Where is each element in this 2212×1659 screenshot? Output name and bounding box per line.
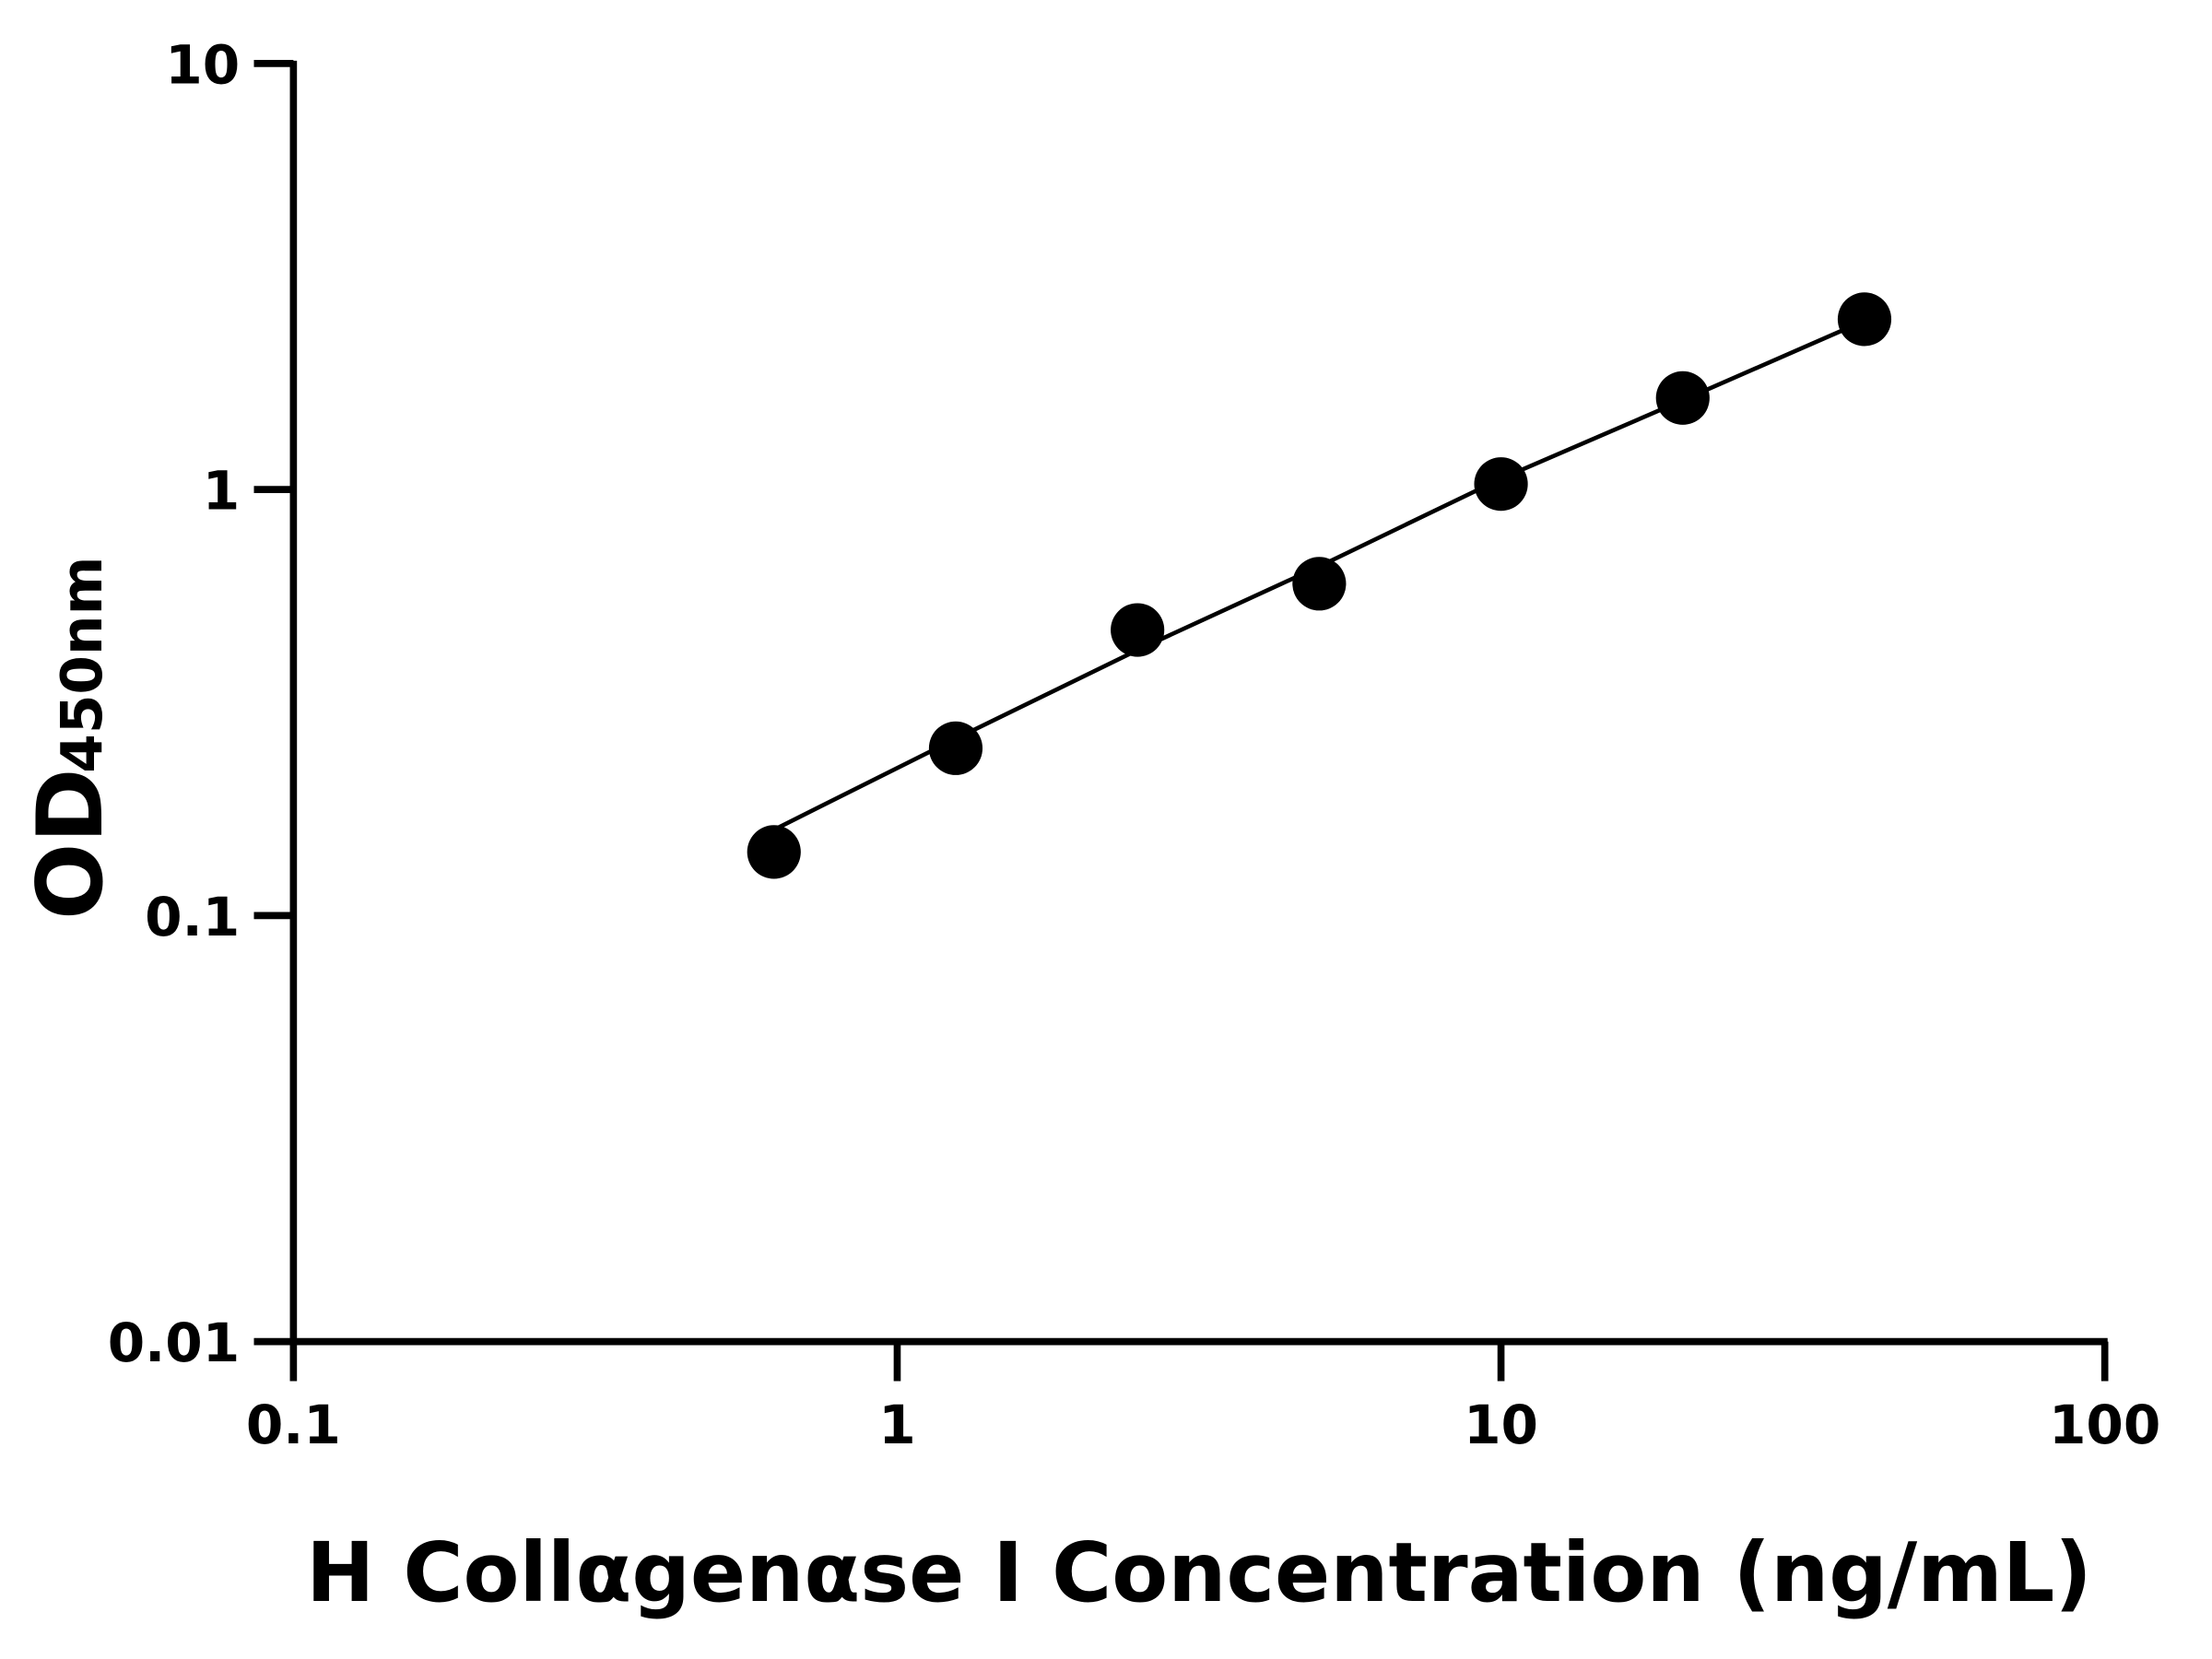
x-tick-label: 10 [1464, 1394, 1538, 1456]
data-point [1474, 457, 1528, 512]
data-point [1292, 557, 1347, 611]
y-tick-label: 0.01 [108, 1312, 241, 1374]
y-tick-label: 10 [165, 33, 240, 96]
y-axis-label-sub: 450nm [50, 557, 115, 773]
data-point [928, 721, 983, 775]
x-tick-label: 100 [2049, 1394, 2160, 1456]
x-axis-label: H Collαgenαse I Concentration (ng/mL) [306, 1525, 2092, 1620]
data-point [1837, 292, 1892, 347]
x-tick-label: 0.1 [246, 1394, 341, 1456]
data-point [1111, 603, 1165, 657]
y-axis-label-group: OD 450nm [18, 557, 124, 920]
data-point [747, 825, 801, 879]
y-tick-label: 0.1 [145, 886, 240, 948]
data-point [1655, 371, 1710, 425]
x-tick-label: 1 [878, 1394, 915, 1456]
y-tick-label: 1 [203, 460, 240, 523]
y-axis-label: OD [18, 768, 124, 920]
